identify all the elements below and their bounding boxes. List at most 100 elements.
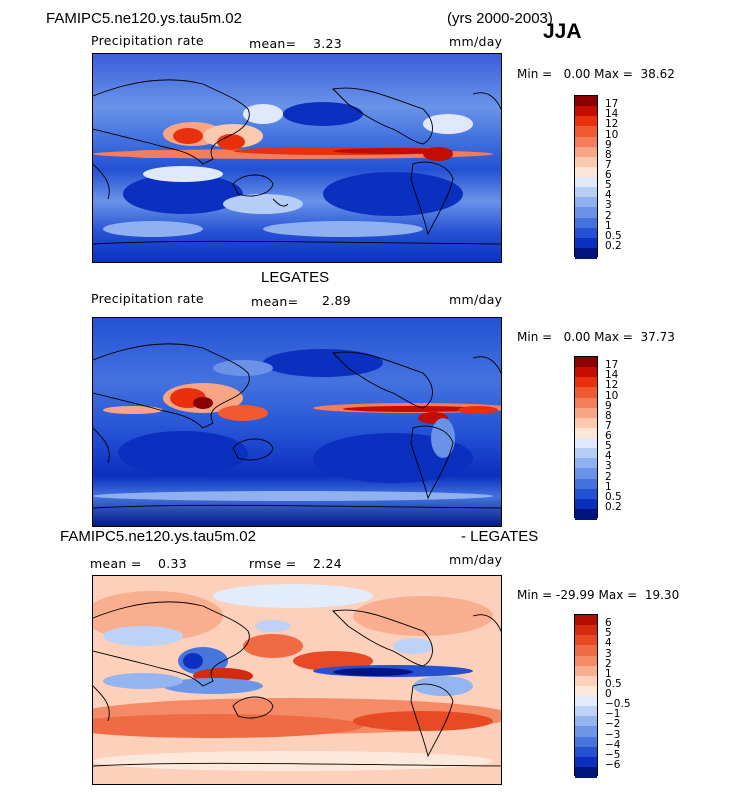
colorbar-segment: [575, 706, 597, 717]
panel2-max-value: 37.73: [640, 330, 675, 344]
colorbar-tick-label: 3: [605, 199, 612, 212]
colorbar-segment: [575, 397, 597, 409]
colorbar-tick-label: 4: [605, 637, 612, 650]
colorbar-segment: [575, 116, 597, 127]
case-title: FAMIPC5.ne120.ys.tau5m.02: [46, 10, 242, 27]
colorbar-segment: [575, 407, 597, 419]
colorbar-segment: [575, 655, 597, 667]
panel2-mean-value: 2.89: [322, 293, 352, 308]
colorbar-tick-label: 8: [605, 148, 612, 161]
panel2-units: mm/day: [449, 292, 503, 307]
colorbar-segment: [575, 716, 597, 727]
colorbar-tick-label: 6: [605, 430, 612, 442]
colorbar-tick-label: 3: [605, 460, 612, 473]
colorbar-tick-label: 12: [605, 379, 619, 392]
colorbar-tick-label: 1: [605, 667, 612, 680]
colorbar-tick-label: −0.5: [605, 698, 631, 711]
panel1-min-value: 0.00: [563, 67, 591, 81]
colorbar-tick-label: 1: [605, 219, 612, 232]
colorbar-segment: [575, 665, 597, 677]
colorbar-tick-label: 0.2: [605, 239, 622, 252]
colorbar-tick-label: 14: [605, 369, 619, 382]
colorbar-tick-label: 6: [605, 617, 612, 630]
panel3-units: mm/day: [449, 552, 503, 567]
panel2-min-value: 0.00: [563, 330, 591, 344]
colorbar-tick-label: 2: [605, 209, 612, 222]
colorbar-segment: [575, 498, 597, 510]
panel1-map: [92, 53, 502, 263]
colorbar-segment: [575, 197, 597, 208]
panel2-variable: Precipitation rate: [91, 291, 204, 306]
panel2-max-label: Max =: [594, 330, 633, 344]
colorbar-tick-label: 8: [605, 409, 612, 422]
panel1-mean-value: 3.23: [313, 36, 343, 51]
colorbar-tick-label: 5: [605, 627, 612, 640]
panel1-colorbar: [574, 95, 598, 259]
season-label: JJA: [543, 20, 582, 43]
panel3-mean-value: 0.33: [158, 556, 188, 571]
colorbar-segment: [575, 458, 597, 469]
panel2-map: [92, 317, 502, 527]
colorbar-segment: [575, 217, 597, 229]
colorbar-segment: [575, 417, 597, 429]
colorbar-segment: [575, 96, 597, 107]
colorbar-tick-label: 0: [605, 688, 612, 700]
colorbar-tick-label: 14: [605, 108, 619, 121]
colorbar-tick-label: 0.5: [605, 677, 622, 690]
colorbar-segment: [575, 726, 597, 737]
colorbar-tick-label: 6: [605, 169, 612, 181]
colorbar-segment: [575, 478, 597, 490]
colorbar-segment: [575, 685, 597, 697]
panel2-min-label: Min =: [517, 330, 553, 344]
colorbar-tick-label: 9: [605, 399, 612, 412]
colorbar-segment: [575, 635, 597, 646]
colorbar-tick-label: −1: [605, 708, 621, 721]
colorbar-segment: [575, 106, 597, 117]
colorbar-tick-label: 2: [605, 657, 612, 670]
colorbar-tick-label: 10: [605, 128, 619, 141]
panel3-colorbar: [574, 614, 598, 778]
panel3-max-label: Max =: [598, 588, 638, 602]
colorbar-segment: [575, 207, 597, 218]
panel3-map: [92, 575, 502, 785]
colorbar-segment: [575, 625, 597, 636]
colorbar-tick-label: 3: [605, 647, 612, 660]
colorbar-tick-label: −6: [605, 758, 621, 771]
panel1-units: mm/day: [449, 34, 503, 49]
colorbar-tick-label: 17: [605, 359, 619, 372]
colorbar-segment: [575, 696, 597, 707]
panel1-variable: Precipitation rate: [91, 33, 204, 48]
panel3-title-left: FAMIPC5.ne120.ys.tau5m.02: [60, 528, 256, 545]
colorbar-tick-label: −2: [605, 718, 621, 731]
colorbar-tick-label: −4: [605, 738, 621, 751]
panel3-rmse-label: rmse =: [249, 556, 297, 571]
colorbar-segment: [575, 227, 597, 239]
colorbar-segment: [575, 508, 597, 520]
panel1-mean-label: mean=: [249, 36, 297, 51]
colorbar-segment: [575, 746, 597, 758]
colorbar-segment: [575, 166, 597, 178]
colorbar-tick-label: 7: [605, 158, 612, 171]
colorbar-tick-label: 12: [605, 118, 619, 131]
panel3-min-label: Min =: [517, 588, 553, 602]
colorbar-segment: [575, 448, 597, 459]
colorbar-tick-label: 2: [605, 470, 612, 483]
colorbar-segment: [575, 736, 597, 748]
years-label: (yrs 2000-2003): [447, 10, 553, 27]
panel2-minmax: Min = 0.00 Max = 37.73: [517, 330, 675, 344]
panel1-max-value: 38.62: [640, 67, 675, 81]
colorbar-tick-label: 0.2: [605, 500, 622, 513]
colorbar-segment: [575, 357, 597, 368]
colorbar-tick-label: 0.5: [605, 490, 622, 503]
colorbar-segment: [575, 645, 597, 656]
colorbar-segment: [575, 247, 597, 259]
colorbar-segment: [575, 146, 597, 158]
panel1-min-label: Min =: [517, 67, 553, 81]
colorbar-tick-label: 9: [605, 138, 612, 151]
panel2-mean-label: mean=: [251, 294, 299, 309]
colorbar-segment: [575, 766, 597, 778]
colorbar-segment: [575, 367, 597, 378]
colorbar-segment: [575, 615, 597, 626]
colorbar-segment: [575, 237, 597, 249]
colorbar-segment: [575, 377, 597, 388]
